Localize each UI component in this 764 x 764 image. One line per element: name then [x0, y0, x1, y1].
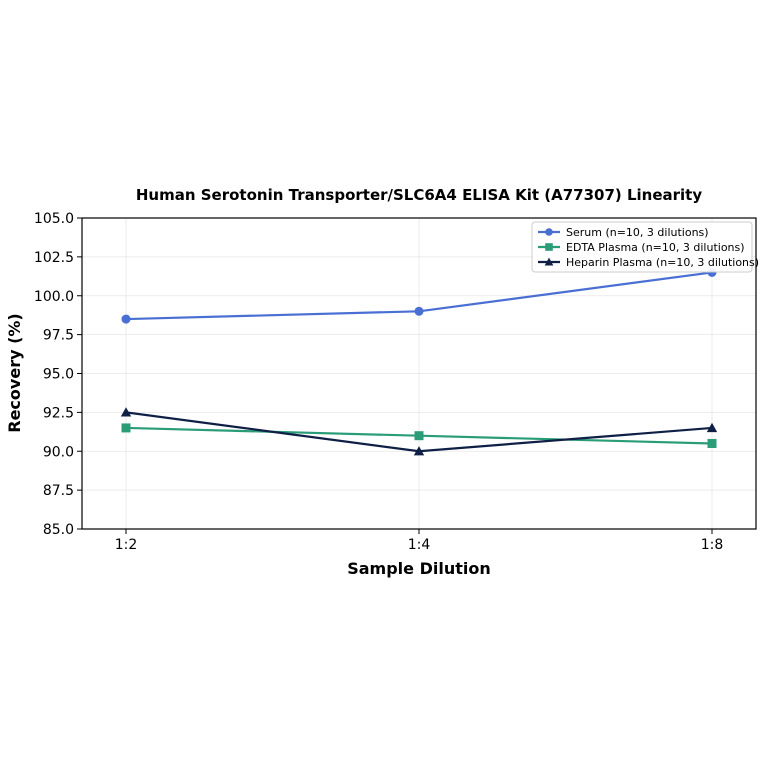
x-tick-label: 1:8 — [701, 537, 724, 553]
data-point — [120, 407, 132, 417]
legend-item: EDTA Plasma (n=10, 3 dilutions) — [538, 241, 745, 254]
series-layer — [120, 267, 718, 456]
legend-marker — [544, 257, 554, 266]
legend: Serum (n=10, 3 dilutions) EDTA Plasma (n=… — [531, 221, 759, 273]
y-axis-label: Recovery (%) — [5, 313, 24, 432]
y-tick-label: 95.0 — [43, 367, 74, 383]
x-tick-label: 1:2 — [115, 537, 138, 553]
data-point — [706, 422, 718, 433]
y-tick-label: 105.0 — [34, 211, 74, 227]
y-tick-label: 100.0 — [34, 289, 74, 305]
series-3 — [120, 407, 718, 456]
data-point — [413, 446, 425, 456]
y-tick-label: 102.5 — [34, 250, 74, 266]
data-point — [121, 314, 131, 324]
data-point — [121, 423, 131, 433]
legend-item: Serum (n=10, 3 dilutions) — [538, 226, 709, 239]
legend-label: Heparin Plasma (n=10, 3 dilutions) — [566, 256, 759, 269]
legend-marker — [545, 243, 553, 251]
y-tick-label: 85.0 — [43, 522, 74, 538]
y-tick-label: 90.0 — [43, 444, 74, 460]
legend-box — [531, 221, 753, 273]
plot-frame — [81, 217, 757, 530]
x-axis-label: Sample Dilution — [347, 559, 491, 578]
legend-item: Heparin Plasma (n=10, 3 dilutions) — [538, 256, 759, 269]
data-point — [414, 306, 424, 316]
x-tick-label: 1:4 — [408, 537, 431, 553]
data-point — [707, 438, 717, 448]
series-2 — [121, 423, 717, 448]
legend-marker — [545, 228, 553, 236]
axis-ticks: 85.0 87.5 90.0 92.5 95.0 97.5 100.0 102.5 105.0 1… — [34, 211, 723, 553]
chart-title: Human Serotonin Transporter/SLC6A4 ELISA… — [136, 186, 702, 204]
y-tick-label: 92.5 — [43, 405, 74, 421]
y-tick-label: 97.5 — [43, 328, 74, 344]
legend-label: EDTA Plasma (n=10, 3 dilutions) — [566, 241, 745, 254]
y-tick-label: 87.5 — [43, 483, 74, 499]
data-point — [414, 431, 424, 441]
legend-label: Serum (n=10, 3 dilutions) — [566, 226, 709, 239]
